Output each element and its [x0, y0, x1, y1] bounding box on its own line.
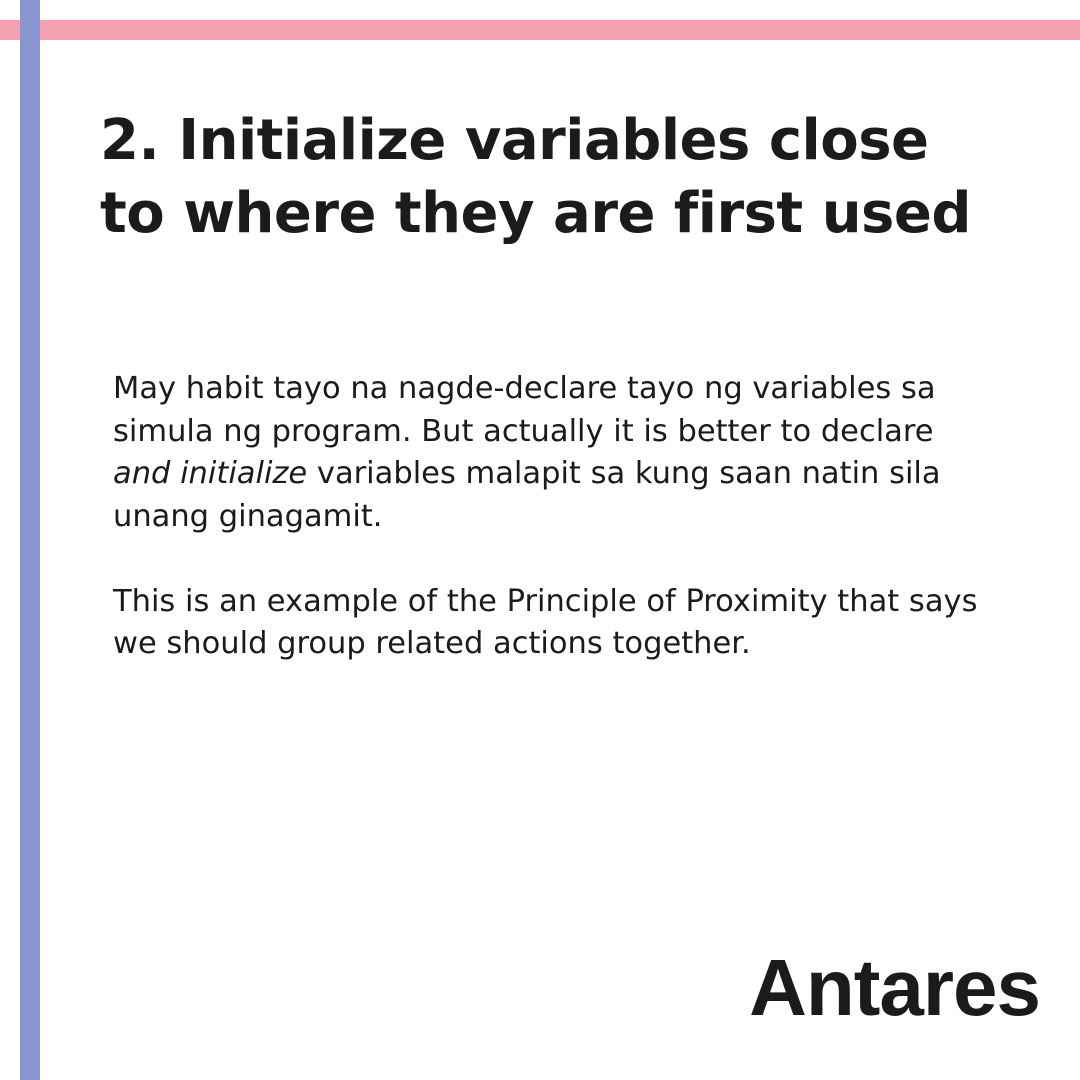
- slide-body: May habit tayo na nagde-declare tayo ng …: [113, 368, 993, 666]
- top-accent-bar: [0, 20, 1080, 40]
- paragraph-declare-variables: May habit tayo na nagde-declare tayo ng …: [113, 368, 993, 538]
- left-accent-bar: [20, 0, 40, 1080]
- slide-title: 2. Initialize variables close to where t…: [100, 108, 971, 246]
- paragraph-text-start: May habit tayo na nagde-declare tayo ng …: [113, 371, 936, 449]
- brand-logo: Antares: [749, 943, 1041, 1032]
- paragraph-principle-of-proximity: This is an example of the Principle of P…: [113, 583, 978, 662]
- emphasis-text: and initialize: [113, 456, 308, 491]
- paragraph-text-end: variables malapit sa kung saan natin sil…: [113, 456, 941, 534]
